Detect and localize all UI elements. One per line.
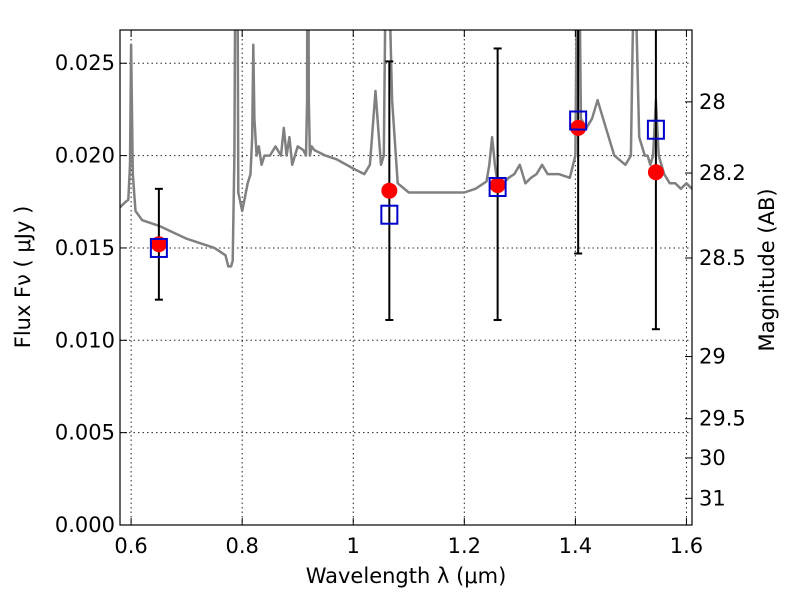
y-tick-label: 0.000 <box>55 513 115 537</box>
spectrum-line <box>120 30 692 268</box>
plot-frame <box>119 29 693 526</box>
x-axis-title: Wavelength λ (μm) <box>306 564 507 588</box>
model-band-square <box>569 110 588 131</box>
y2-tick-label: 28.2 <box>699 161 746 185</box>
photometry-point <box>381 182 398 199</box>
y-tick-label: 0.020 <box>55 144 115 168</box>
x-tick-label: 0.6 <box>114 534 147 558</box>
y2-tick-label: 30 <box>699 446 726 470</box>
model-band-square <box>149 237 168 258</box>
x-tick-label: 0.8 <box>225 534 258 558</box>
plot-background <box>120 30 692 525</box>
plot-area <box>120 30 692 331</box>
x-tick-label: 1.6 <box>670 534 703 558</box>
y-tick-label: 0.010 <box>55 328 115 352</box>
x-tick-label: 1.4 <box>559 534 592 558</box>
y-tick-label: 0.015 <box>55 236 115 260</box>
photometry-point <box>570 119 587 136</box>
y2-tick-label: 28 <box>699 90 726 114</box>
x-tick-label: 1 <box>347 534 360 558</box>
y2-tick-label: 29.5 <box>699 407 746 431</box>
tick-labels: 0.6 0.8 1 1.2 1.4 1.6 0.000 0.005 0.010 0.015 0.02… <box>55 51 746 558</box>
model-band-square <box>646 119 665 140</box>
model-band-square <box>380 204 399 225</box>
y-tick-label: 0.025 <box>55 51 115 75</box>
y2-tick-label: 31 <box>699 486 726 510</box>
y2-tick-label: 28.5 <box>699 246 746 270</box>
y-axis-title: Flux Fν ( μJy ) <box>11 206 35 349</box>
y2-tick-label: 29 <box>699 345 726 369</box>
y2-axis-title: Magnitude (AB) <box>755 188 779 351</box>
x-tick-label: 1.2 <box>448 534 481 558</box>
photometry-point <box>647 164 664 181</box>
model-band-square <box>488 176 507 197</box>
photometry-point <box>489 177 506 194</box>
ticks <box>120 30 692 526</box>
y-tick-label: 0.005 <box>55 421 115 445</box>
